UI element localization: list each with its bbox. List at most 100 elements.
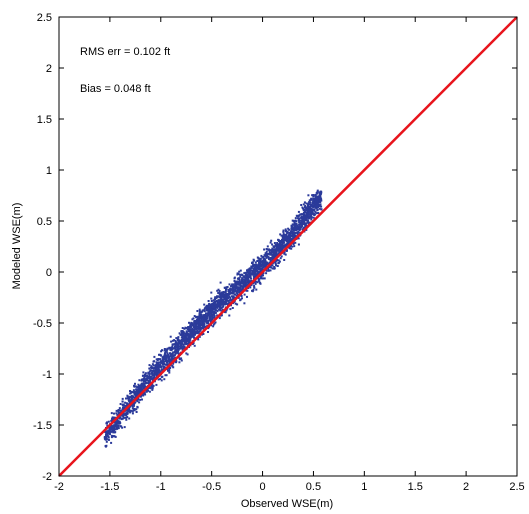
scatter-point <box>200 327 203 330</box>
scatter-point <box>316 209 319 212</box>
scatter-point <box>187 342 190 345</box>
scatter-point <box>309 212 312 215</box>
scatter-point <box>256 256 259 259</box>
scatter-point <box>166 355 168 357</box>
scatter-point <box>198 324 201 327</box>
scatter-point <box>172 354 175 357</box>
scatter-point <box>198 322 201 325</box>
scatter-point <box>164 374 167 377</box>
scatter-point <box>269 251 271 254</box>
scatter-point <box>182 340 185 343</box>
scatter-point <box>290 247 293 250</box>
scatter-point <box>265 272 268 275</box>
scatter-point <box>134 394 137 397</box>
scatter-point <box>148 364 151 367</box>
scatter-point <box>234 284 237 287</box>
scatter-point <box>225 309 228 312</box>
scatter-point <box>257 259 260 262</box>
scatter-point <box>184 342 187 345</box>
scatter-point <box>224 295 227 298</box>
scatter-point <box>129 405 132 408</box>
scatter-point <box>203 308 206 311</box>
scatter-point <box>243 302 246 305</box>
scatter-point <box>310 214 312 216</box>
scatter-point <box>142 378 145 381</box>
scatter-point <box>158 364 161 367</box>
scatter-point <box>148 376 151 379</box>
scatter-point <box>169 335 172 338</box>
scatter-point <box>254 265 257 268</box>
scatter-point <box>291 223 294 226</box>
scatter-point <box>239 298 242 301</box>
scatter-point <box>304 224 307 227</box>
scatter-point <box>221 302 223 304</box>
scatter-point <box>120 410 123 413</box>
scatter-point <box>271 257 274 260</box>
scatter-point <box>178 332 181 335</box>
scatter-point <box>237 286 240 289</box>
scatter-point <box>228 314 231 317</box>
scatter-point <box>308 201 311 204</box>
scatter-point <box>245 278 248 281</box>
scatter-point <box>187 326 190 328</box>
scatter-point <box>297 243 300 246</box>
scatter-point <box>225 287 228 290</box>
scatter-point <box>147 389 150 392</box>
scatter-point <box>285 239 287 242</box>
scatter-point <box>310 207 313 210</box>
scatter-point <box>113 427 115 430</box>
scatter-point <box>254 272 256 275</box>
scatter-point <box>113 435 116 438</box>
scatter-point <box>105 433 107 436</box>
scatter-point <box>232 290 235 293</box>
scatter-point <box>107 438 110 441</box>
scatter-point <box>150 375 153 378</box>
scatter-point <box>306 205 309 208</box>
scatter-point <box>201 322 204 325</box>
scatter-point <box>270 266 273 269</box>
scatter-point <box>151 388 154 391</box>
scatter-point <box>301 224 303 227</box>
scatter-point <box>307 215 310 218</box>
scatter-point <box>258 280 261 283</box>
scatter-point <box>307 219 310 222</box>
scatter-point <box>173 343 176 346</box>
scatter-point <box>259 277 262 280</box>
scatter-point <box>195 320 198 322</box>
scatter-point <box>141 398 143 401</box>
annotation-bias: Bias = 0.048 ft <box>80 83 151 95</box>
scatter-point <box>274 261 277 264</box>
scatter-point <box>117 424 120 427</box>
scatter-point <box>204 316 207 319</box>
scatter-point <box>259 270 262 273</box>
scatter-point <box>185 338 188 341</box>
scatter-point <box>295 214 298 217</box>
scatter-point <box>238 280 241 283</box>
scatter-point <box>211 318 214 321</box>
scatter-point <box>198 313 201 316</box>
scatter-point <box>111 417 113 420</box>
scatter-point <box>154 365 157 368</box>
scatter-point <box>179 343 182 345</box>
scatter-point <box>113 429 116 431</box>
scatter-point <box>253 286 256 289</box>
scatter-point <box>180 357 183 360</box>
scatter-point <box>195 325 197 328</box>
scatter-point <box>251 262 253 265</box>
scatter-point <box>249 286 252 289</box>
scatter-point <box>271 258 274 261</box>
scatter-point <box>162 361 165 364</box>
scatter-point <box>110 441 113 444</box>
scatter-point <box>206 322 209 325</box>
scatter-point <box>255 263 258 266</box>
scatter-point <box>268 261 271 264</box>
scatter-point <box>212 299 215 302</box>
scatter-point <box>233 285 236 288</box>
scatter-point <box>213 302 216 305</box>
scatter-point <box>207 314 210 317</box>
scatter-point <box>110 430 113 433</box>
scatter-point <box>170 348 173 351</box>
scatter-point <box>174 347 177 350</box>
scatter-point <box>318 201 320 204</box>
scatter-point <box>278 246 281 249</box>
